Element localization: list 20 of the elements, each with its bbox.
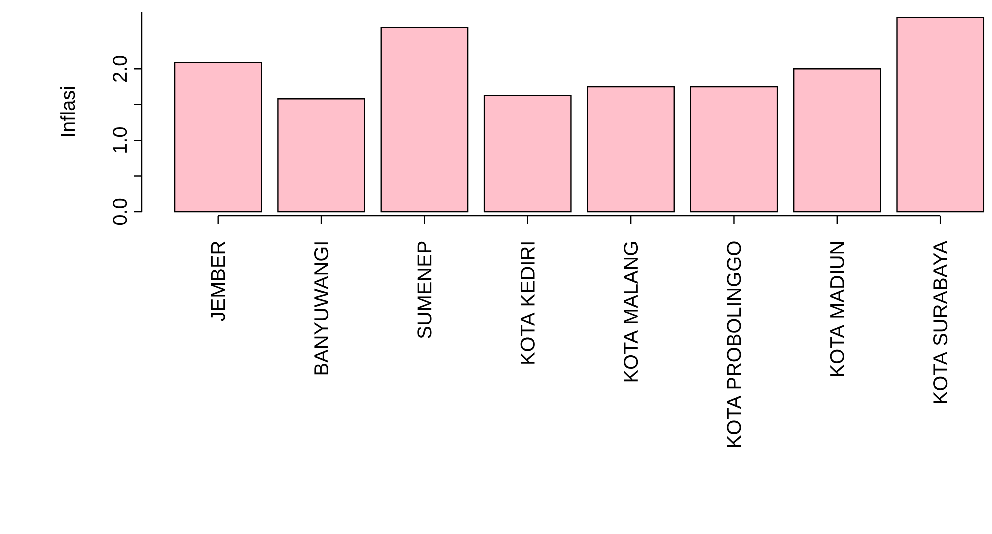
bar [484,94,572,213]
bar [793,68,882,213]
x-tick-label: BANYUWANGI [314,242,329,375]
x-tick-label: KOTA SURABAYA [934,240,948,404]
y-tick-label: 0.0 [113,198,128,226]
y-tick-label: 2.0 [113,56,128,82]
y-axis-title: Inflasi [60,87,76,136]
y-tick-label: 1.0 [113,127,128,153]
x-tick-label: KOTA MADIUN [830,242,844,376]
bar [587,86,675,213]
x-tick-label: SUMENEP [418,242,432,338]
x-tick-label: KOTA KEDIRI [520,242,535,364]
bar [896,17,985,213]
bar [174,62,262,213]
x-tick-label: JEMBER [211,242,226,322]
x-tick-label: KOTA MALANG [624,242,638,382]
bar [690,86,778,213]
bar [380,27,469,213]
x-tick-label: KOTA PROBOLINGGO [727,242,742,447]
bar [278,98,366,213]
